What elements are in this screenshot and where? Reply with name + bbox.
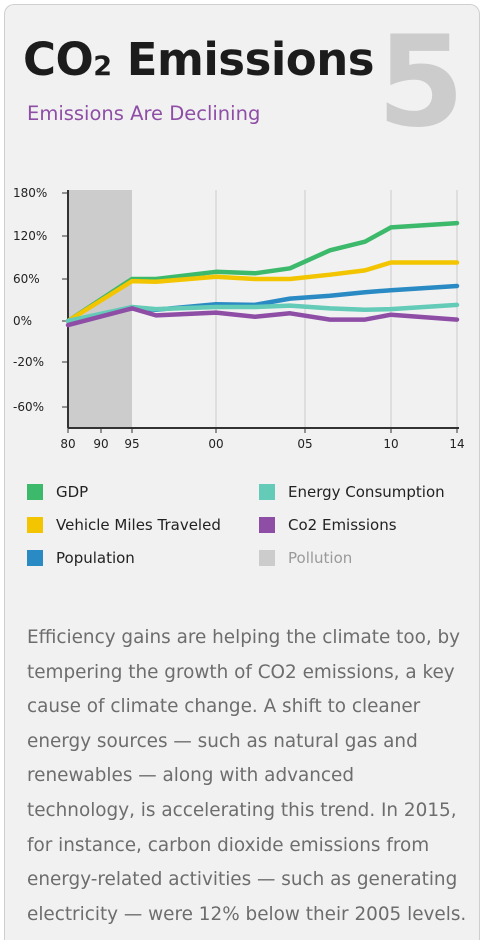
slide-number: 5	[377, 8, 465, 155]
x-tick-label: 90	[93, 437, 108, 451]
series-line-energy-consumption	[65, 302, 460, 324]
legend-item: Pollution	[259, 549, 352, 567]
title-subscript: 2	[93, 51, 112, 82]
y-tick-label: -60%	[13, 400, 44, 414]
legend-label: Pollution	[288, 549, 353, 567]
chart-legend: GDP Energy Consumption Vehicle Miles Trave…	[27, 483, 477, 583]
y-tick-label: 180%	[13, 186, 47, 200]
title-rest: Emissions	[111, 33, 375, 86]
series-line-co2-emissions	[65, 306, 460, 328]
title-co: CO	[23, 33, 94, 86]
body-paragraph: Efficiency gains are helping the climate…	[27, 627, 467, 925]
x-tick-label: 95	[124, 437, 139, 451]
x-tick-label: 80	[60, 437, 75, 451]
legend-label: GDP	[56, 483, 89, 501]
legend-swatch	[27, 484, 43, 500]
page-subtitle: Emissions Are Declining	[27, 102, 261, 125]
line-chart: 180% 120% 60% 0% -20% -60% 80 90 95 00 05 10 14	[13, 186, 465, 451]
x-tick-label: 14	[449, 437, 464, 451]
legend-item: GDP	[27, 483, 88, 501]
series-line-vehicle-miles-traveled	[65, 260, 460, 324]
legend-item: Population	[27, 549, 135, 567]
page-title: CO2 Emissions	[23, 37, 375, 82]
infographic-card: 5 CO2 Emissions Emissions Are Declining …	[4, 4, 480, 940]
legend-label: Co2 Emissions	[288, 516, 397, 534]
y-tick-label: 0%	[13, 314, 32, 328]
y-tick-label: -20%	[13, 355, 44, 369]
y-tick-label: 60%	[13, 272, 40, 286]
legend-item: Vehicle Miles Traveled	[27, 516, 221, 534]
x-tick-label: 05	[297, 437, 312, 451]
legend-label: Population	[56, 549, 135, 567]
legend-label: Vehicle Miles Traveled	[56, 516, 221, 534]
x-tick-label: 00	[208, 437, 223, 451]
series-line-gdp	[65, 220, 460, 324]
legend-item: Energy Consumption	[259, 483, 445, 501]
y-tick-label: 120%	[13, 229, 47, 243]
legend-item: Co2 Emissions	[259, 516, 397, 534]
legend-swatch	[27, 517, 43, 533]
legend-swatch	[259, 517, 275, 533]
legend-swatch	[27, 550, 43, 566]
x-tick-label: 10	[383, 437, 398, 451]
legend-label: Energy Consumption	[288, 483, 445, 501]
legend-swatch	[259, 484, 275, 500]
legend-swatch	[259, 550, 275, 566]
